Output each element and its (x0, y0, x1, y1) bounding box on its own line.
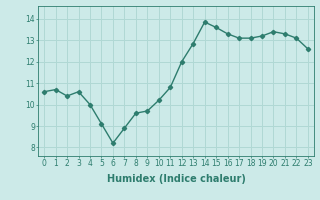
X-axis label: Humidex (Indice chaleur): Humidex (Indice chaleur) (107, 174, 245, 184)
